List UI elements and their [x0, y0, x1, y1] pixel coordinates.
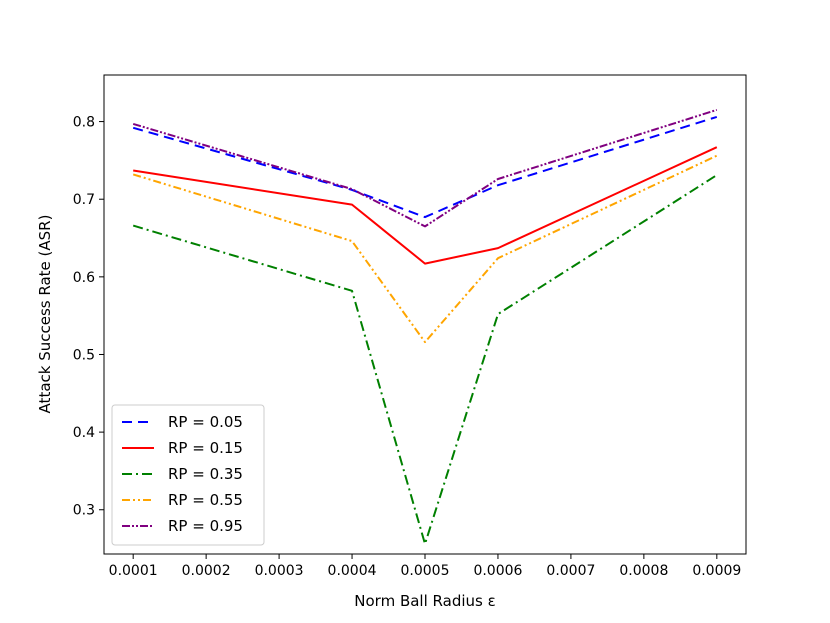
x-tick-label: 0.0005 — [401, 563, 450, 579]
series-line-0 — [132, 115, 718, 219]
x-tick-label: 0.0008 — [619, 563, 668, 579]
x-tick-label: 0.0001 — [109, 563, 158, 579]
x-tick-label: 0.0007 — [546, 563, 595, 579]
ticks-layer: 0.0001 0.0002 0.0003 0.0004 0.0005 0.0006 0.00… — [73, 115, 742, 579]
legend-label: RP = 0.35 — [168, 465, 243, 483]
y-tick-label: 0.8 — [73, 115, 95, 131]
legend-label: RP = 0.05 — [168, 413, 243, 431]
y-tick-label: 0.4 — [73, 425, 95, 441]
x-tick-label: 0.0009 — [692, 563, 741, 579]
y-tick-label: 0.3 — [73, 503, 95, 519]
y-axis-label: Attack Success Rate (ASR) — [36, 215, 54, 414]
legend-box — [111, 404, 265, 546]
y-tick-label: 0.5 — [73, 347, 95, 363]
series-line-4 — [132, 108, 718, 228]
x-tick-label: 0.0006 — [473, 563, 522, 579]
x-axis-label: Norm Ball Radius ε — [354, 592, 495, 610]
legend-label: RP = 0.15 — [168, 439, 243, 457]
series-layer — [132, 108, 718, 545]
y-tick-label: 0.6 — [73, 270, 95, 286]
legend-label: RP = 0.55 — [168, 491, 243, 509]
legend: RP = 0.05 RP = 0.15 RP = 0.35 RP = 0.55 RP =… — [111, 404, 265, 546]
plot-frame — [103, 74, 747, 555]
series-line-1 — [133, 146, 718, 265]
y-tick-label: 0.7 — [73, 192, 95, 208]
x-tick-label: 0.0003 — [255, 563, 304, 579]
series-line-3 — [132, 154, 718, 344]
x-tick-label: 0.0002 — [182, 563, 231, 579]
x-tick-label: 0.0004 — [328, 563, 377, 579]
legend-label: RP = 0.95 — [168, 517, 243, 535]
